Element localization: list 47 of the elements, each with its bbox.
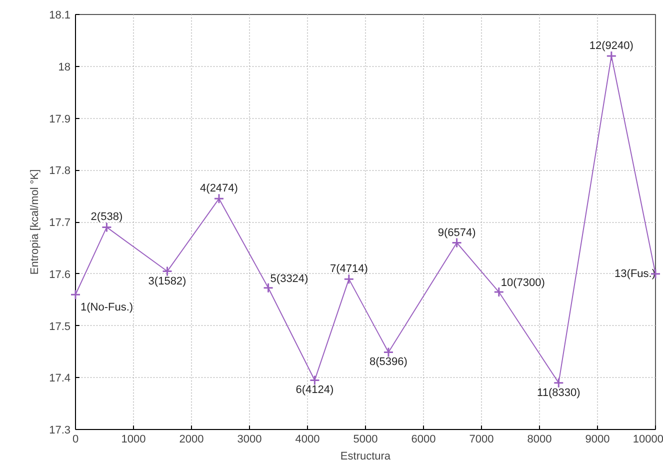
y-tick-label: 17.8 bbox=[49, 165, 71, 178]
y-tick-label: 17.6 bbox=[49, 268, 71, 281]
annotation: 3(1582) bbox=[148, 275, 186, 288]
x-tick-label: 4000 bbox=[295, 434, 320, 446]
annotation: 8(5396) bbox=[370, 356, 408, 368]
point bbox=[606, 50, 617, 62]
x-axis-title: Estructura bbox=[340, 450, 392, 462]
point bbox=[494, 286, 504, 298]
annotation: 4(2474) bbox=[200, 182, 238, 195]
annotation: 13(Fus.) bbox=[614, 268, 656, 280]
x-tick-label: 2000 bbox=[179, 434, 204, 446]
x-tick-label: 6000 bbox=[411, 434, 436, 446]
x-tick-label: 10000 bbox=[632, 434, 663, 446]
point bbox=[162, 266, 173, 277]
y-tick-label: 18 bbox=[58, 61, 71, 74]
point bbox=[70, 289, 81, 300]
annotation: 11(8330) bbox=[537, 386, 580, 399]
y-axis-title: Entropia [kcal/mol °K] bbox=[29, 169, 42, 275]
annotation: 1(No-Fus.) bbox=[80, 302, 134, 314]
point bbox=[383, 346, 394, 358]
x-tick-label: 3000 bbox=[237, 434, 262, 446]
y-tick-label: 17.5 bbox=[49, 320, 71, 333]
x-tick-label: 1000 bbox=[121, 434, 146, 446]
point bbox=[263, 282, 274, 294]
x-tick-label: 5000 bbox=[353, 434, 378, 446]
x-tick-label: 9000 bbox=[585, 434, 610, 446]
annotation: 5(3324) bbox=[270, 272, 308, 285]
point bbox=[101, 222, 112, 232]
annotation: 10(7300) bbox=[500, 277, 545, 290]
y-tick-label: 17.9 bbox=[49, 113, 71, 126]
annotation: 9(6574) bbox=[438, 226, 476, 239]
x-tick-label: 7000 bbox=[469, 434, 494, 446]
x-tick-label: 8000 bbox=[527, 434, 552, 446]
point bbox=[214, 193, 224, 204]
point bbox=[553, 378, 564, 388]
annotation: 6(4124) bbox=[296, 384, 334, 396]
y-tick-label: 17.4 bbox=[49, 372, 71, 385]
y-tick-label: 17.3 bbox=[49, 424, 71, 436]
y-tick-label: 17.7 bbox=[49, 217, 71, 229]
point bbox=[452, 238, 462, 248]
point bbox=[344, 274, 354, 284]
annotation: 7(4714) bbox=[330, 263, 368, 276]
annotation: 2(538) bbox=[90, 211, 123, 224]
annotation: 12(9240) bbox=[589, 40, 634, 52]
x-tick-label: 0 bbox=[72, 434, 79, 446]
point bbox=[309, 374, 320, 386]
y-tick-label: 18.1 bbox=[49, 10, 71, 22]
